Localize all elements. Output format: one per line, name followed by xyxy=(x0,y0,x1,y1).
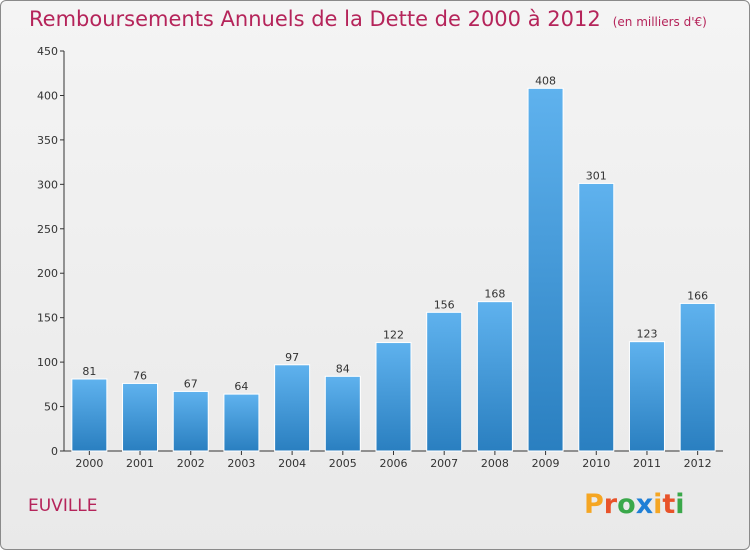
y-tick-label: 400 xyxy=(37,89,58,102)
bar-value-label: 156 xyxy=(434,298,455,311)
bar xyxy=(71,378,108,452)
bar xyxy=(274,364,311,452)
logo-letter: P xyxy=(584,489,604,520)
bar-value-label: 166 xyxy=(687,289,708,302)
commune-name: EUVILLE xyxy=(28,496,98,516)
chart-title-main: Remboursements Annuels de la Dette de 20… xyxy=(29,7,601,31)
logo-letter: t xyxy=(662,489,676,520)
logo-letter: x xyxy=(635,489,654,520)
x-tick-label: 2009 xyxy=(532,457,560,470)
logo-letter: r xyxy=(603,489,618,520)
x-tick-label: 2007 xyxy=(430,457,458,470)
x-tick-label: 2004 xyxy=(278,457,306,470)
logo-letter: i xyxy=(675,489,685,520)
y-tick-label: 100 xyxy=(37,356,58,369)
bar-value-label: 67 xyxy=(184,377,198,390)
y-tick-label: 50 xyxy=(44,401,58,414)
chart-title-unit: (en milliers d'€) xyxy=(612,15,707,29)
x-tick-label: 2012 xyxy=(684,457,712,470)
bar xyxy=(578,182,615,452)
bar xyxy=(172,390,209,452)
bar xyxy=(223,393,260,452)
y-tick-label: 200 xyxy=(37,267,58,280)
y-tick-label: 150 xyxy=(37,312,58,325)
x-tick-label: 2001 xyxy=(126,457,154,470)
bar xyxy=(628,341,665,452)
bar xyxy=(324,375,361,452)
x-tick-label: 2002 xyxy=(177,457,205,470)
y-tick-label: 450 xyxy=(37,45,58,58)
bar-value-label: 301 xyxy=(586,169,607,182)
bar xyxy=(122,382,159,452)
logo-letter: o xyxy=(617,489,636,520)
bar-value-label: 168 xyxy=(484,288,505,301)
x-tick-label: 2000 xyxy=(75,457,103,470)
x-tick-label: 2005 xyxy=(329,457,357,470)
x-tick-label: 2006 xyxy=(380,457,408,470)
y-tick-label: 350 xyxy=(37,134,58,147)
y-tick-label: 0 xyxy=(51,445,58,458)
bar xyxy=(375,342,412,452)
bar-value-label: 64 xyxy=(234,380,248,393)
y-tick-label: 250 xyxy=(37,223,58,236)
bar-value-label: 123 xyxy=(636,328,657,341)
bar xyxy=(527,87,564,452)
bar-value-label: 97 xyxy=(285,351,299,364)
bar-value-label: 81 xyxy=(82,365,96,378)
x-tick-label: 2008 xyxy=(481,457,509,470)
bar xyxy=(426,311,463,452)
y-tick-label: 300 xyxy=(37,178,58,191)
bar-value-label: 122 xyxy=(383,329,404,342)
x-tick-label: 2003 xyxy=(227,457,255,470)
proxiti-logo: Proxiti xyxy=(584,489,685,520)
chart-title: Remboursements Annuels de la Dette de 20… xyxy=(29,7,707,31)
bar xyxy=(476,301,513,452)
bar-value-label: 76 xyxy=(133,369,147,382)
logo-letter: i xyxy=(653,489,663,520)
x-tick-label: 2010 xyxy=(582,457,610,470)
bar-value-label: 408 xyxy=(535,74,556,87)
bar-value-label: 84 xyxy=(336,362,350,375)
x-tick-label: 2011 xyxy=(633,457,661,470)
bar xyxy=(679,302,716,452)
